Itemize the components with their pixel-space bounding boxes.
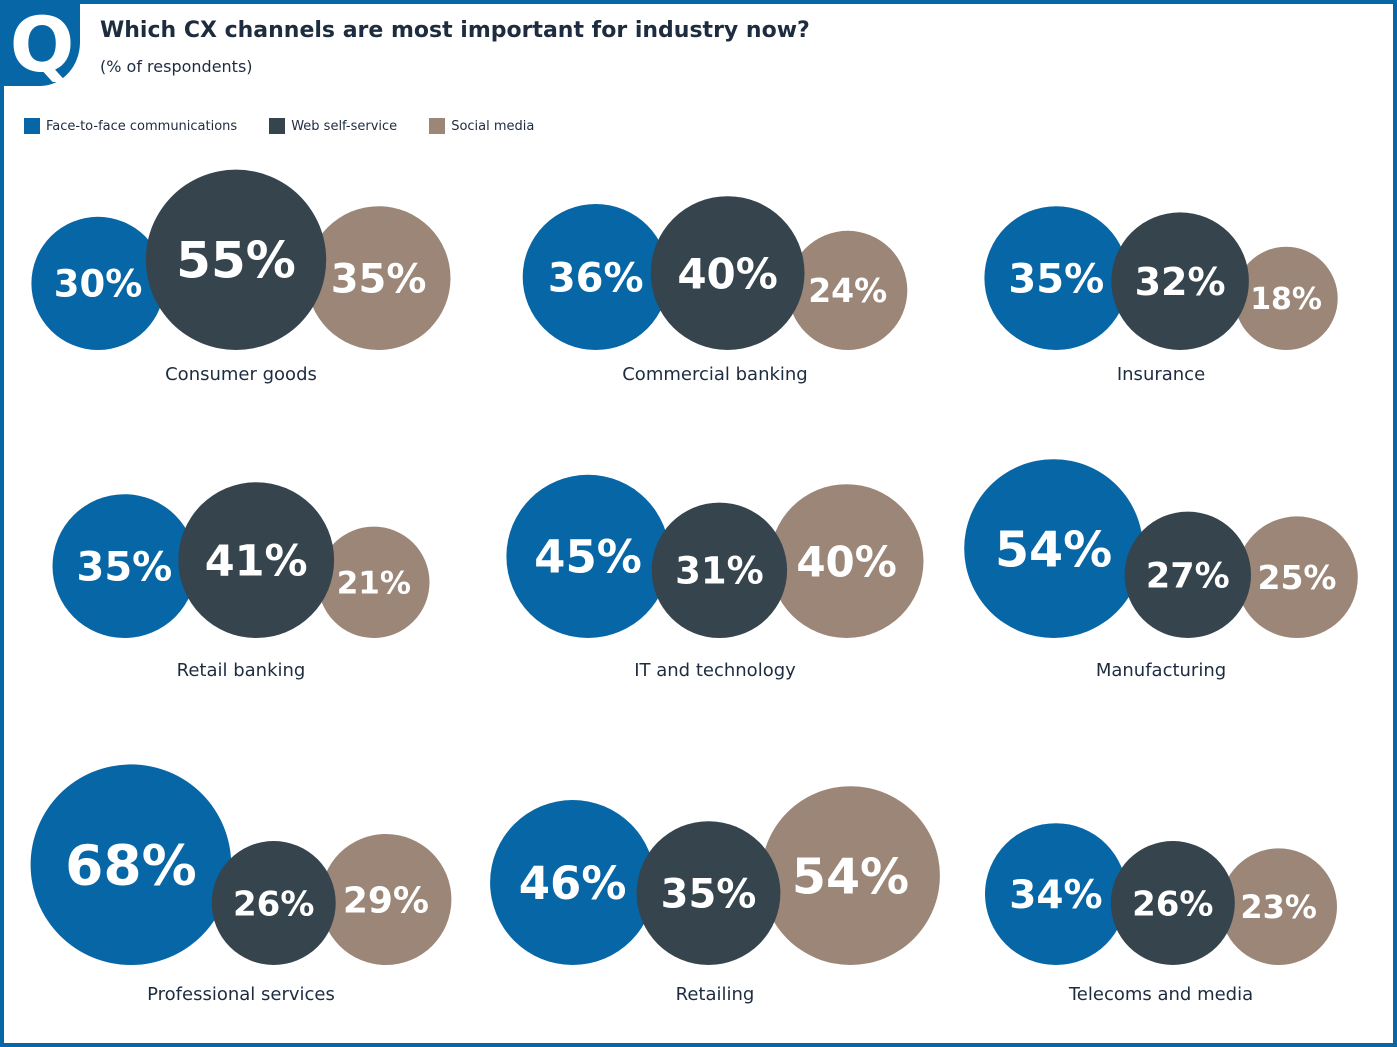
data-label-social-media: 35% <box>331 256 427 302</box>
data-label-face-to-face: 35% <box>1008 256 1104 302</box>
data-label-web-self-service: 26% <box>1132 884 1213 924</box>
bubble-social-media <box>1236 516 1358 638</box>
bubble-web-self-service <box>178 482 335 638</box>
bubble-face-to-face <box>522 204 669 350</box>
bubble-social-media <box>788 230 908 350</box>
industry-label: Consumer goods <box>165 364 317 385</box>
bubble-face-to-face <box>984 206 1129 350</box>
industry-group: 36% 40% 24% Commercial banking <box>522 196 908 385</box>
industry-group: 34% 26% 23% Telecoms and media <box>985 823 1337 1005</box>
industry-group: 35% 41% 21% Retail banking <box>52 482 430 681</box>
bubble-web-self-service <box>636 821 781 965</box>
legend-swatch-social-media <box>429 118 446 134</box>
data-label-face-to-face: 68% <box>65 834 197 898</box>
industry-label: Telecoms and media <box>1068 984 1253 1005</box>
industry-label: Retailing <box>676 984 755 1005</box>
legend-item-social-media: Social media <box>429 118 534 134</box>
bubble-social-media <box>1234 246 1338 350</box>
bubble-face-to-face <box>490 800 656 965</box>
bubble-social-media <box>318 526 430 638</box>
bubble-social-media <box>306 206 451 350</box>
industry-group: 46% 35% 54% Retailing <box>490 786 940 1005</box>
bubble-face-to-face <box>506 474 670 638</box>
data-label-social-media: 54% <box>792 848 909 905</box>
industry-label: Manufacturing <box>1096 660 1226 681</box>
legend-label-web-self-service: Web self-service <box>291 118 398 134</box>
data-label-web-self-service: 32% <box>1135 260 1226 304</box>
industry-label: Professional services <box>147 984 335 1005</box>
industry-label: Commercial banking <box>622 364 808 385</box>
chart-subtitle: (% of respondents) <box>100 57 253 76</box>
legend-item-face-to-face: Face-to-face communications <box>24 118 237 134</box>
data-label-social-media: 40% <box>796 537 897 586</box>
bubble-face-to-face <box>964 459 1143 638</box>
industry-group: 30% 55% 35% Consumer goods <box>31 169 451 385</box>
bubble-web-self-service <box>651 502 788 638</box>
bubble-web-self-service <box>145 169 327 350</box>
bubble-face-to-face <box>31 216 165 350</box>
bubble-web-self-service <box>1111 212 1249 350</box>
bubble-web-self-service <box>211 841 336 965</box>
bubble-web-self-service <box>650 196 805 350</box>
bubble-social-media <box>769 484 924 638</box>
data-label-social-media: 24% <box>808 271 887 310</box>
industry-group: 45% 31% 40% IT and technology <box>506 474 924 681</box>
industry-label: IT and technology <box>634 660 796 681</box>
bubble-face-to-face <box>985 823 1127 965</box>
data-label-face-to-face: 35% <box>77 544 173 590</box>
data-label-web-self-service: 26% <box>233 884 314 924</box>
bubble-face-to-face <box>30 764 232 965</box>
data-label-web-self-service: 35% <box>661 871 757 917</box>
data-label-web-self-service: 27% <box>1146 556 1230 596</box>
data-label-face-to-face: 54% <box>995 521 1112 578</box>
industry-group: 54% 27% 25% Manufacturing <box>964 459 1358 681</box>
industry-group: 35% 32% 18% Insurance <box>984 206 1338 385</box>
bubble-social-media <box>1220 848 1337 965</box>
industry-label: Retail banking <box>177 660 306 681</box>
industry-label: Insurance <box>1117 364 1205 385</box>
data-label-face-to-face: 30% <box>54 263 143 306</box>
legend-label-social-media: Social media <box>451 118 535 134</box>
data-label-social-media: 29% <box>343 881 429 922</box>
data-label-face-to-face: 34% <box>1009 873 1102 918</box>
bubble-social-media <box>761 786 940 965</box>
data-label-social-media: 23% <box>1240 888 1317 926</box>
data-label-web-self-service: 40% <box>677 249 778 298</box>
data-label-face-to-face: 46% <box>519 857 627 910</box>
legend-item-web-self-service: Web self-service <box>269 118 397 134</box>
data-label-web-self-service: 31% <box>675 550 764 593</box>
data-label-social-media: 25% <box>1258 558 1337 597</box>
data-label-web-self-service: 41% <box>205 537 308 587</box>
bubble-web-self-service <box>1110 841 1235 965</box>
data-label-web-self-service: 55% <box>176 232 296 290</box>
legend-swatch-web-self-service <box>269 118 286 134</box>
bubble-web-self-service <box>1124 511 1252 638</box>
data-label-face-to-face: 45% <box>534 531 642 584</box>
data-label-face-to-face: 36% <box>548 256 644 302</box>
bubble-face-to-face <box>52 494 197 638</box>
data-label-social-media: 18% <box>1250 282 1322 317</box>
legend-swatch-face-to-face <box>24 118 40 134</box>
legend: Face-to-face communications Web self-ser… <box>24 118 566 134</box>
chart-title: Which CX channels are most important for… <box>100 18 810 43</box>
q-badge: Q <box>4 4 80 86</box>
bubble-social-media <box>320 834 452 965</box>
data-label-social-media: 21% <box>337 565 411 601</box>
industry-group: 68% 26% 29% Professional services <box>30 764 452 1005</box>
legend-label-face-to-face: Face-to-face communications <box>46 118 238 134</box>
